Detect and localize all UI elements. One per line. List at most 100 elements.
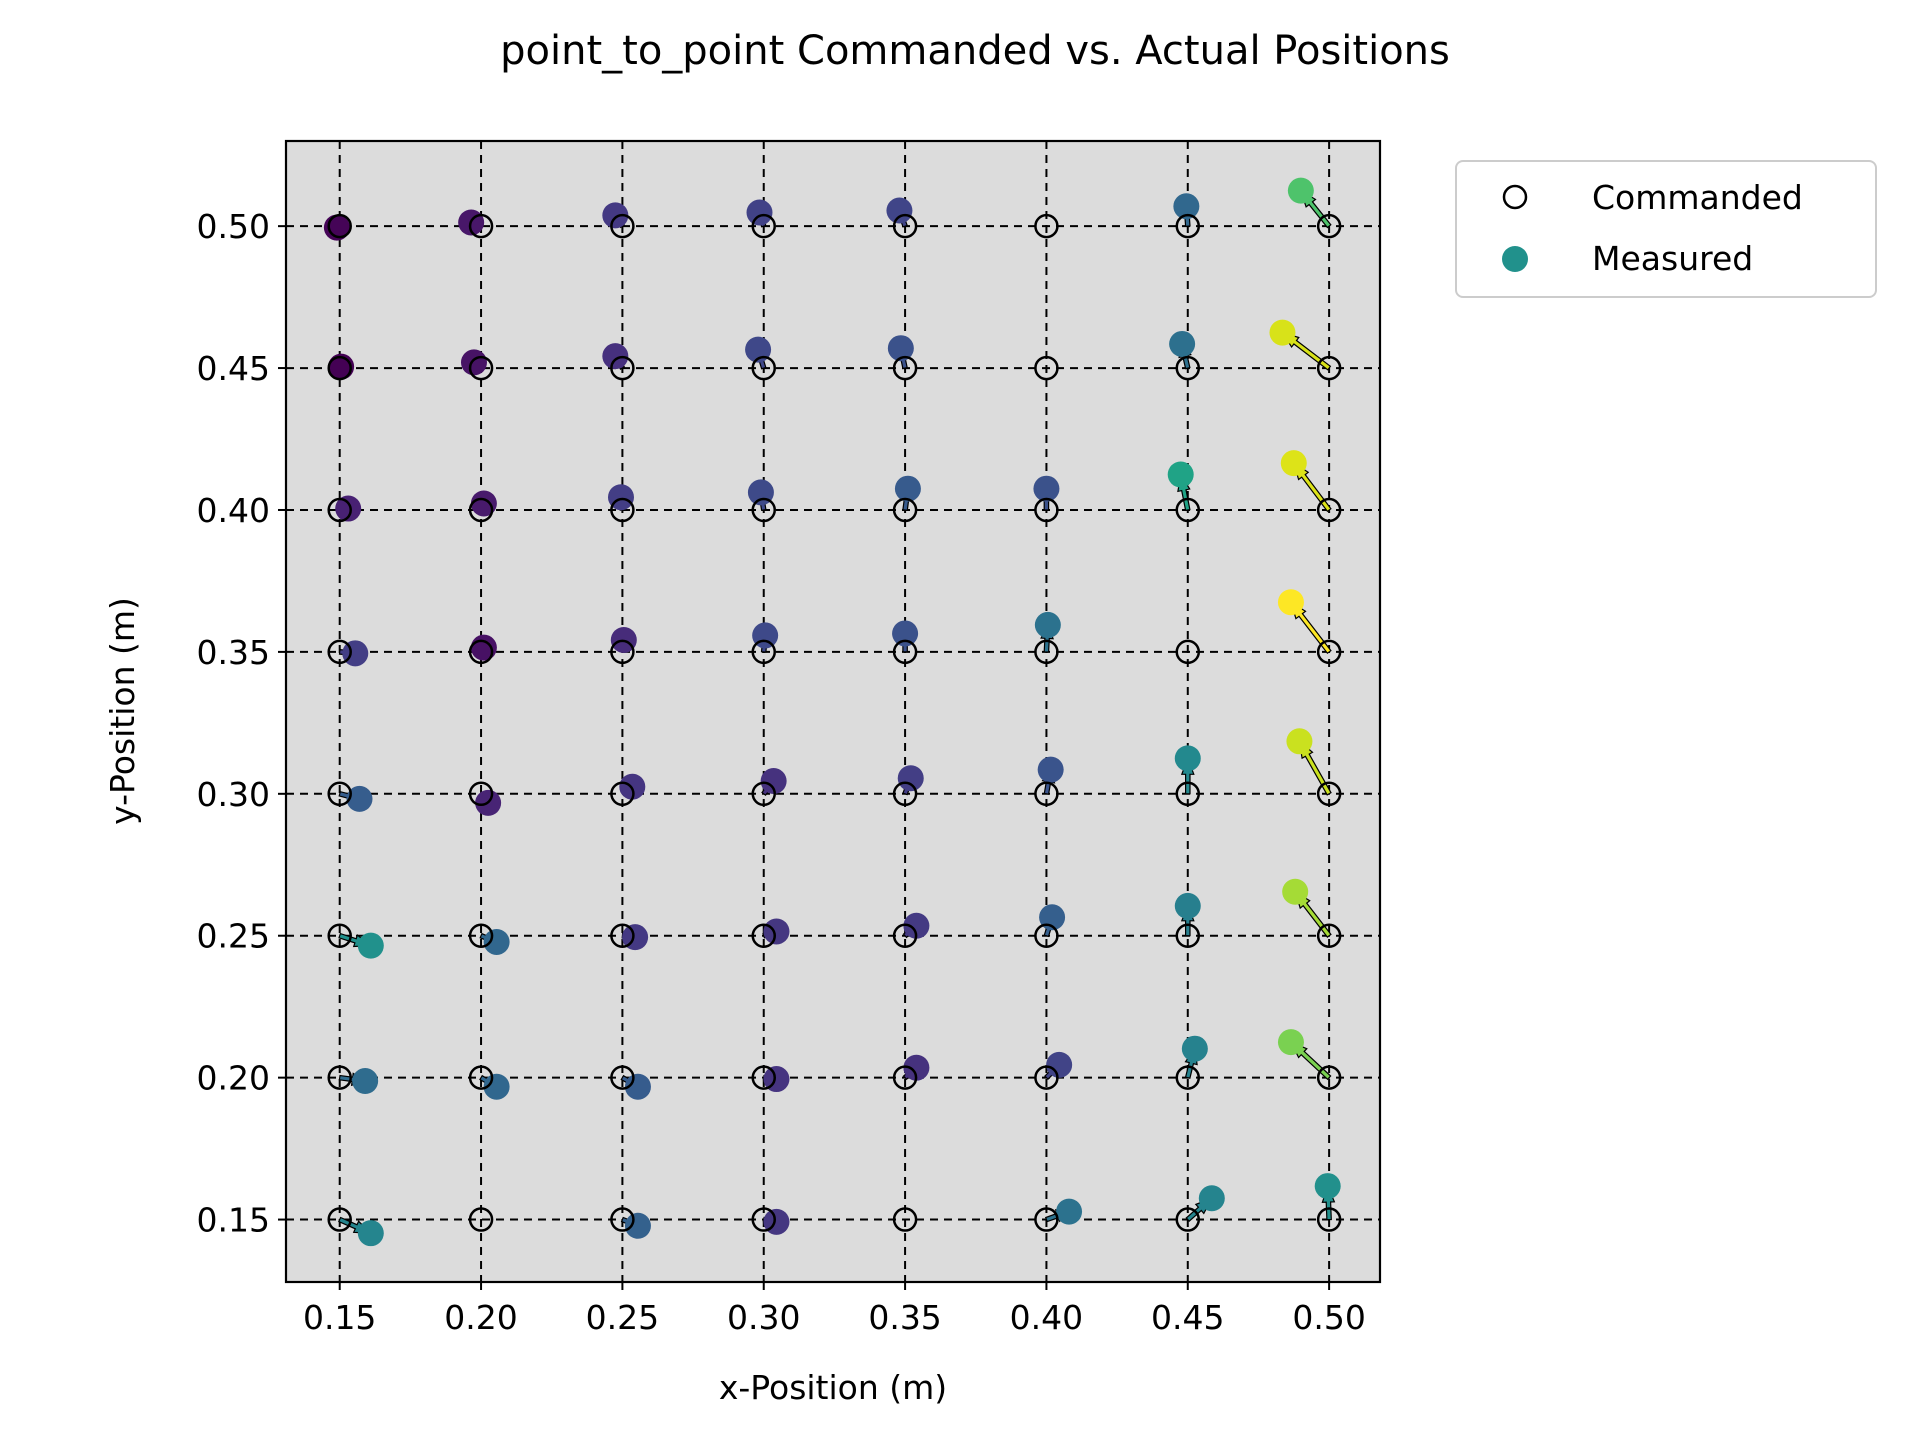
measured-point	[1198, 1185, 1225, 1212]
measured-point	[1173, 193, 1200, 220]
measured-point	[760, 768, 787, 795]
commanded-point	[1175, 1065, 1201, 1090]
measured-point	[894, 475, 921, 502]
y-tick-label: 0.35	[197, 633, 270, 672]
commanded-point	[751, 923, 776, 948]
measured-point	[1286, 728, 1313, 755]
commanded-point	[468, 355, 494, 381]
commanded-point	[751, 781, 776, 807]
commanded-point	[610, 1207, 635, 1232]
measured-point	[746, 199, 773, 226]
commanded-point	[1034, 355, 1059, 381]
measured-point	[602, 343, 629, 370]
y-tick-label: 0.30	[197, 775, 270, 814]
legend-commanded-label: Commanded	[1592, 178, 1803, 217]
x-tick-label: 0.50	[1292, 1298, 1365, 1337]
measured-point	[1056, 1198, 1083, 1225]
commanded-point	[892, 781, 918, 807]
commanded-point	[327, 1207, 352, 1232]
measured-point	[903, 912, 930, 939]
y-tick-label: 0.40	[197, 491, 270, 530]
y-axis-label: y-Position (m)	[103, 597, 142, 825]
commanded-point	[1316, 639, 1342, 665]
measured-point	[887, 335, 914, 362]
commanded-point	[468, 1207, 494, 1232]
measured-point	[1046, 1051, 1073, 1078]
commanded-point	[892, 355, 918, 381]
commanded-point	[327, 1065, 352, 1090]
legend-measured-marker	[1502, 246, 1528, 272]
legend-commanded-marker	[1502, 184, 1528, 210]
legend-measured-label: Measured	[1592, 239, 1753, 278]
commanded-point	[1034, 1207, 1059, 1232]
commanded-point	[1034, 1065, 1059, 1090]
commanded-point	[468, 213, 494, 239]
measured-point	[903, 1054, 930, 1081]
commanded-point	[892, 497, 918, 523]
measured-point	[483, 1073, 510, 1100]
x-tick-label: 0.40	[1010, 1298, 1083, 1337]
commanded-point	[1175, 497, 1201, 523]
y-tick-label: 0.50	[197, 207, 270, 246]
measured-point	[1282, 878, 1309, 905]
commanded-point	[751, 639, 776, 665]
commanded-point	[1175, 213, 1201, 239]
commanded-point	[610, 497, 635, 523]
commanded-point	[327, 923, 352, 948]
commanded-point	[1316, 355, 1342, 381]
measured-point	[1033, 475, 1060, 502]
commanded-point	[468, 497, 494, 523]
commanded-point	[1316, 1065, 1342, 1090]
x-tick-label: 0.15	[303, 1298, 376, 1337]
x-axis-label: x-Position (m)	[719, 1368, 947, 1407]
commanded-point	[1034, 781, 1059, 807]
commanded-point	[610, 781, 635, 807]
commanded-point	[468, 1065, 494, 1090]
measured-point	[1034, 611, 1061, 638]
commanded-point	[1175, 1207, 1201, 1232]
commanded-point	[751, 213, 776, 239]
measured-point	[624, 1212, 651, 1239]
legend-box	[1455, 160, 1877, 298]
measured-point	[897, 765, 924, 792]
commanded-point	[610, 355, 635, 381]
commanded-point	[610, 923, 635, 948]
commanded-point	[1316, 497, 1342, 523]
measured-point	[886, 197, 913, 224]
commanded-point	[327, 639, 352, 665]
measured-point	[352, 1068, 379, 1095]
x-tick-label: 0.45	[1151, 1298, 1224, 1337]
commanded-point	[1175, 923, 1201, 948]
measured-point	[483, 928, 510, 955]
measured-point	[1169, 330, 1196, 357]
commanded-point	[892, 923, 918, 948]
measured-point	[1037, 756, 1064, 783]
measured-point	[1280, 450, 1307, 477]
commanded-point	[1316, 1207, 1342, 1232]
measured-series	[323, 177, 1341, 1247]
commanded-point	[327, 355, 352, 381]
commanded-point	[468, 781, 494, 807]
commanded-point	[468, 639, 494, 665]
commanded-point	[892, 639, 918, 665]
commanded-point	[610, 213, 635, 239]
commanded-point	[751, 1207, 776, 1232]
commanded-point	[1316, 213, 1342, 239]
x-tick-label: 0.25	[586, 1298, 659, 1337]
commanded-point	[1175, 639, 1201, 665]
commanded-point	[1034, 639, 1059, 665]
x-tick-label: 0.35	[868, 1298, 941, 1337]
chart-title: point_to_point Commanded vs. Actual Posi…	[500, 28, 1450, 74]
measured-point	[763, 918, 790, 945]
y-tick-label: 0.15	[197, 1201, 270, 1240]
measured-point	[470, 634, 497, 661]
commanded-point	[1034, 497, 1059, 523]
measured-point	[1287, 177, 1314, 204]
commanded-point	[1316, 781, 1342, 807]
measured-point	[357, 932, 384, 959]
measured-point	[602, 202, 629, 229]
commanded-point	[327, 497, 352, 523]
measured-point	[1277, 589, 1304, 616]
plot-frame	[284, 139, 1382, 1284]
